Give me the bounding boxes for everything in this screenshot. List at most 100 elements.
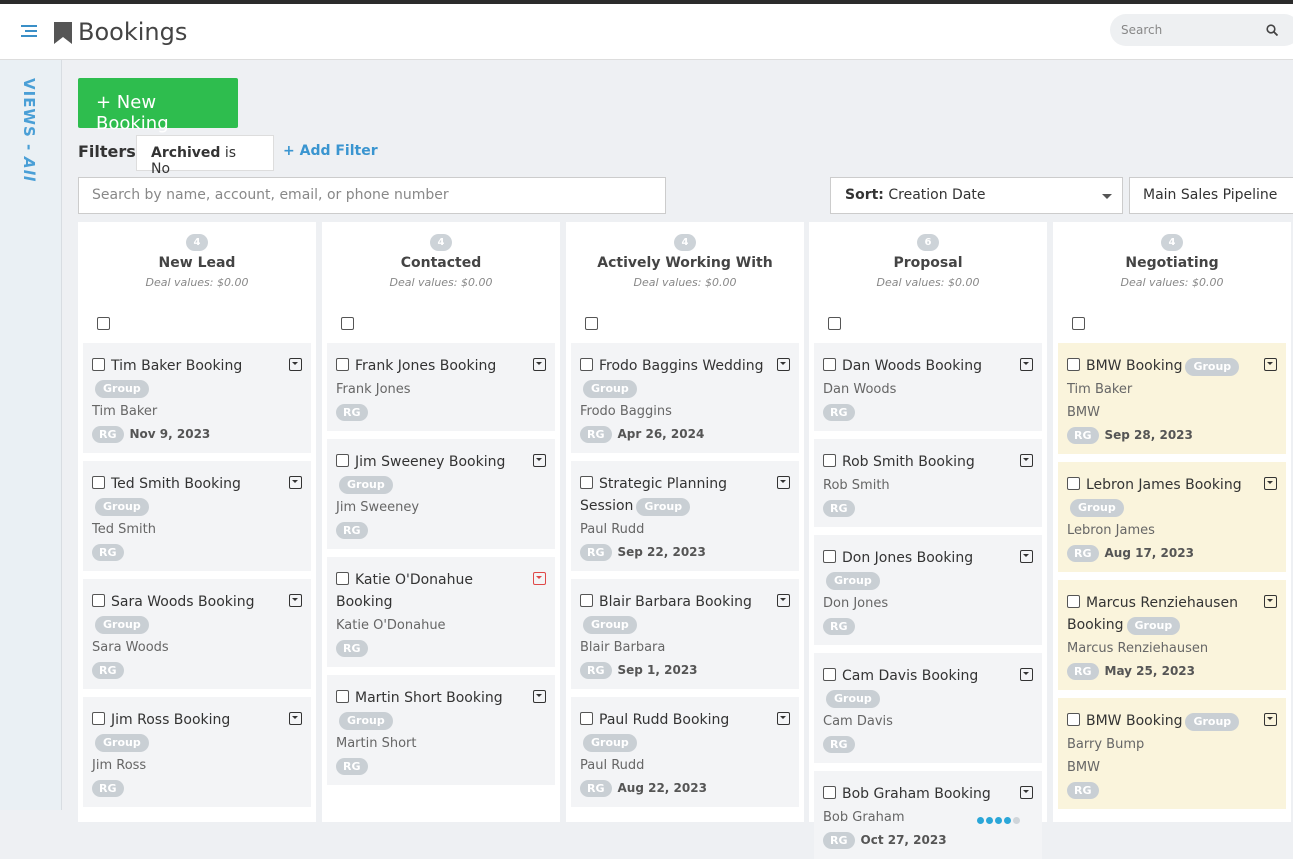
booking-card[interactable]: Frank Jones Booking Frank Jones RG — [327, 343, 555, 431]
card-menu[interactable] — [777, 594, 790, 607]
card-menu[interactable] — [1264, 358, 1277, 371]
sort-select[interactable]: Sort: Creation Date — [830, 177, 1123, 214]
booking-card[interactable]: Don Jones Booking Group Don Jones RG — [814, 535, 1042, 645]
checkbox[interactable] — [1067, 595, 1080, 608]
checkbox[interactable] — [336, 572, 349, 585]
deal-values: Deal values: $0.00 — [1058, 276, 1286, 289]
column-title: Proposal — [893, 255, 963, 271]
card-menu[interactable] — [1020, 786, 1033, 799]
card-menu[interactable] — [533, 690, 546, 703]
checkbox[interactable] — [828, 317, 841, 330]
menu-button[interactable] — [21, 24, 37, 38]
booking-card[interactable]: Martin Short Booking Group Martin Short RG — [327, 675, 555, 785]
card-menu[interactable] — [289, 712, 302, 725]
card-menu[interactable] — [1264, 595, 1277, 608]
checkbox[interactable] — [1067, 477, 1080, 490]
card-menu[interactable] — [289, 594, 302, 607]
filter-chip[interactable]: Archived is No — [136, 135, 274, 177]
booking-card[interactable]: Cam Davis Booking Group Cam Davis RG — [814, 653, 1042, 763]
checkbox[interactable] — [823, 358, 836, 371]
checkbox[interactable] — [341, 317, 354, 330]
checkbox[interactable] — [823, 454, 836, 467]
deal-value: $0.00 — [948, 276, 980, 289]
card-title: Dan Woods Booking — [842, 358, 982, 374]
add-filter[interactable]: + Add Filter — [283, 143, 378, 159]
card-menu[interactable] — [1020, 550, 1033, 563]
checkbox[interactable] — [580, 358, 593, 371]
checkbox[interactable] — [823, 550, 836, 563]
booking-card[interactable]: Katie O'Donahue Booking Katie O'Donahue RG — [327, 557, 555, 667]
booking-card[interactable]: Strategic Planning Session Group Paul Rudd… — [571, 461, 799, 571]
checkbox[interactable] — [580, 712, 593, 725]
checkbox[interactable] — [336, 454, 349, 467]
checkbox[interactable] — [92, 594, 105, 607]
contact: Jim Sweeney — [336, 500, 420, 515]
booking-search[interactable]: Search by name, account, email, or phone… — [78, 177, 666, 214]
views-text: VIEWS - — [20, 78, 38, 152]
card-title: Sara Woods Booking — [111, 594, 255, 610]
booking-card[interactable]: Frodo Baggins Wedding Group Frodo Baggins R… — [571, 343, 799, 453]
owner-initials: RG — [823, 618, 855, 635]
checkbox[interactable] — [580, 594, 593, 607]
card-title-row: Bob Graham Booking — [823, 783, 1032, 805]
column-title: New Lead — [158, 255, 236, 271]
card-title: Marcus Renziehausen Booking — [1067, 595, 1238, 633]
tag: Group — [583, 734, 637, 752]
views-label[interactable]: VIEWS - All — [20, 78, 38, 182]
card-menu[interactable] — [1020, 358, 1033, 371]
card-menu[interactable] — [1264, 713, 1277, 726]
card-menu[interactable] — [533, 358, 546, 371]
pipeline-select[interactable]: Main Sales Pipeline — [1129, 177, 1293, 214]
card-title: Lebron James Booking — [1086, 477, 1242, 493]
booking-card[interactable]: BMW Booking Group Tim Baker BMW RG Sep 28, 20… — [1058, 343, 1286, 454]
checkbox[interactable] — [92, 358, 105, 371]
card-menu[interactable] — [289, 358, 302, 371]
checkbox[interactable] — [823, 668, 836, 681]
booking-card[interactable]: Dan Woods Booking Dan Woods RG — [814, 343, 1042, 431]
checkbox[interactable] — [92, 712, 105, 725]
booking-card[interactable]: Ted Smith Booking Group Ted Smith RG — [83, 461, 311, 571]
card-menu[interactable] — [777, 476, 790, 489]
booking-card[interactable]: Tim Baker Booking Group Tim Baker RG Nov 9, … — [83, 343, 311, 453]
deal-label: Deal values: — [389, 276, 458, 289]
booking-card[interactable]: Paul Rudd Booking Group Paul Rudd RG Aug 22,… — [571, 697, 799, 807]
card-menu[interactable] — [1020, 454, 1033, 467]
booking-card[interactable]: Lebron James Booking Group Lebron James RG A… — [1058, 462, 1286, 572]
booking-card[interactable]: Marcus Renziehausen Booking Group Marcus R… — [1058, 580, 1286, 690]
checkbox[interactable] — [1067, 713, 1080, 726]
checkbox[interactable] — [97, 317, 110, 330]
booking-card[interactable]: Blair Barbara Booking Group Blair Barbara R… — [571, 579, 799, 689]
booking-card[interactable]: Sara Woods Booking Group Sara Woods RG — [83, 579, 311, 689]
sidebar — [0, 60, 62, 810]
tag: Group — [339, 712, 393, 730]
checkbox[interactable] — [92, 476, 105, 489]
checkbox[interactable] — [336, 690, 349, 703]
checkbox[interactable] — [580, 476, 593, 489]
count-badge: 6 — [917, 234, 939, 251]
card-menu[interactable] — [1020, 668, 1033, 681]
card-menu[interactable] — [533, 454, 546, 467]
tag: Group — [95, 498, 149, 516]
date: Sep 1, 2023 — [617, 663, 698, 677]
booking-card[interactable]: Bob Graham Booking Bob Graham RG Oct 27, 20… — [814, 771, 1042, 859]
card-footer: RG Aug 17, 2023 — [1067, 545, 1276, 562]
new-booking-button[interactable]: + New Booking — [78, 78, 238, 134]
tag: Group — [95, 734, 149, 752]
global-search[interactable]: Search — [1110, 14, 1293, 46]
card-menu[interactable] — [289, 476, 302, 489]
card-menu[interactable] — [1264, 477, 1277, 490]
checkbox[interactable] — [1067, 358, 1080, 371]
checkbox[interactable] — [1072, 317, 1085, 330]
owner-initials: RG — [1067, 545, 1099, 562]
checkbox[interactable] — [336, 358, 349, 371]
card-menu[interactable] — [533, 572, 546, 585]
booking-card[interactable]: BMW Booking Group Barry Bump BMW RG — [1058, 698, 1286, 809]
checkbox[interactable] — [585, 317, 598, 330]
booking-card[interactable]: Jim Sweeney Booking Group Jim Sweeney RG — [327, 439, 555, 549]
booking-card[interactable]: Rob Smith Booking Rob Smith RG — [814, 439, 1042, 527]
checkbox[interactable] — [823, 786, 836, 799]
tag: Group — [95, 616, 149, 634]
card-menu[interactable] — [777, 712, 790, 725]
booking-card[interactable]: Jim Ross Booking Group Jim Ross RG — [83, 697, 311, 807]
card-menu[interactable] — [777, 358, 790, 371]
